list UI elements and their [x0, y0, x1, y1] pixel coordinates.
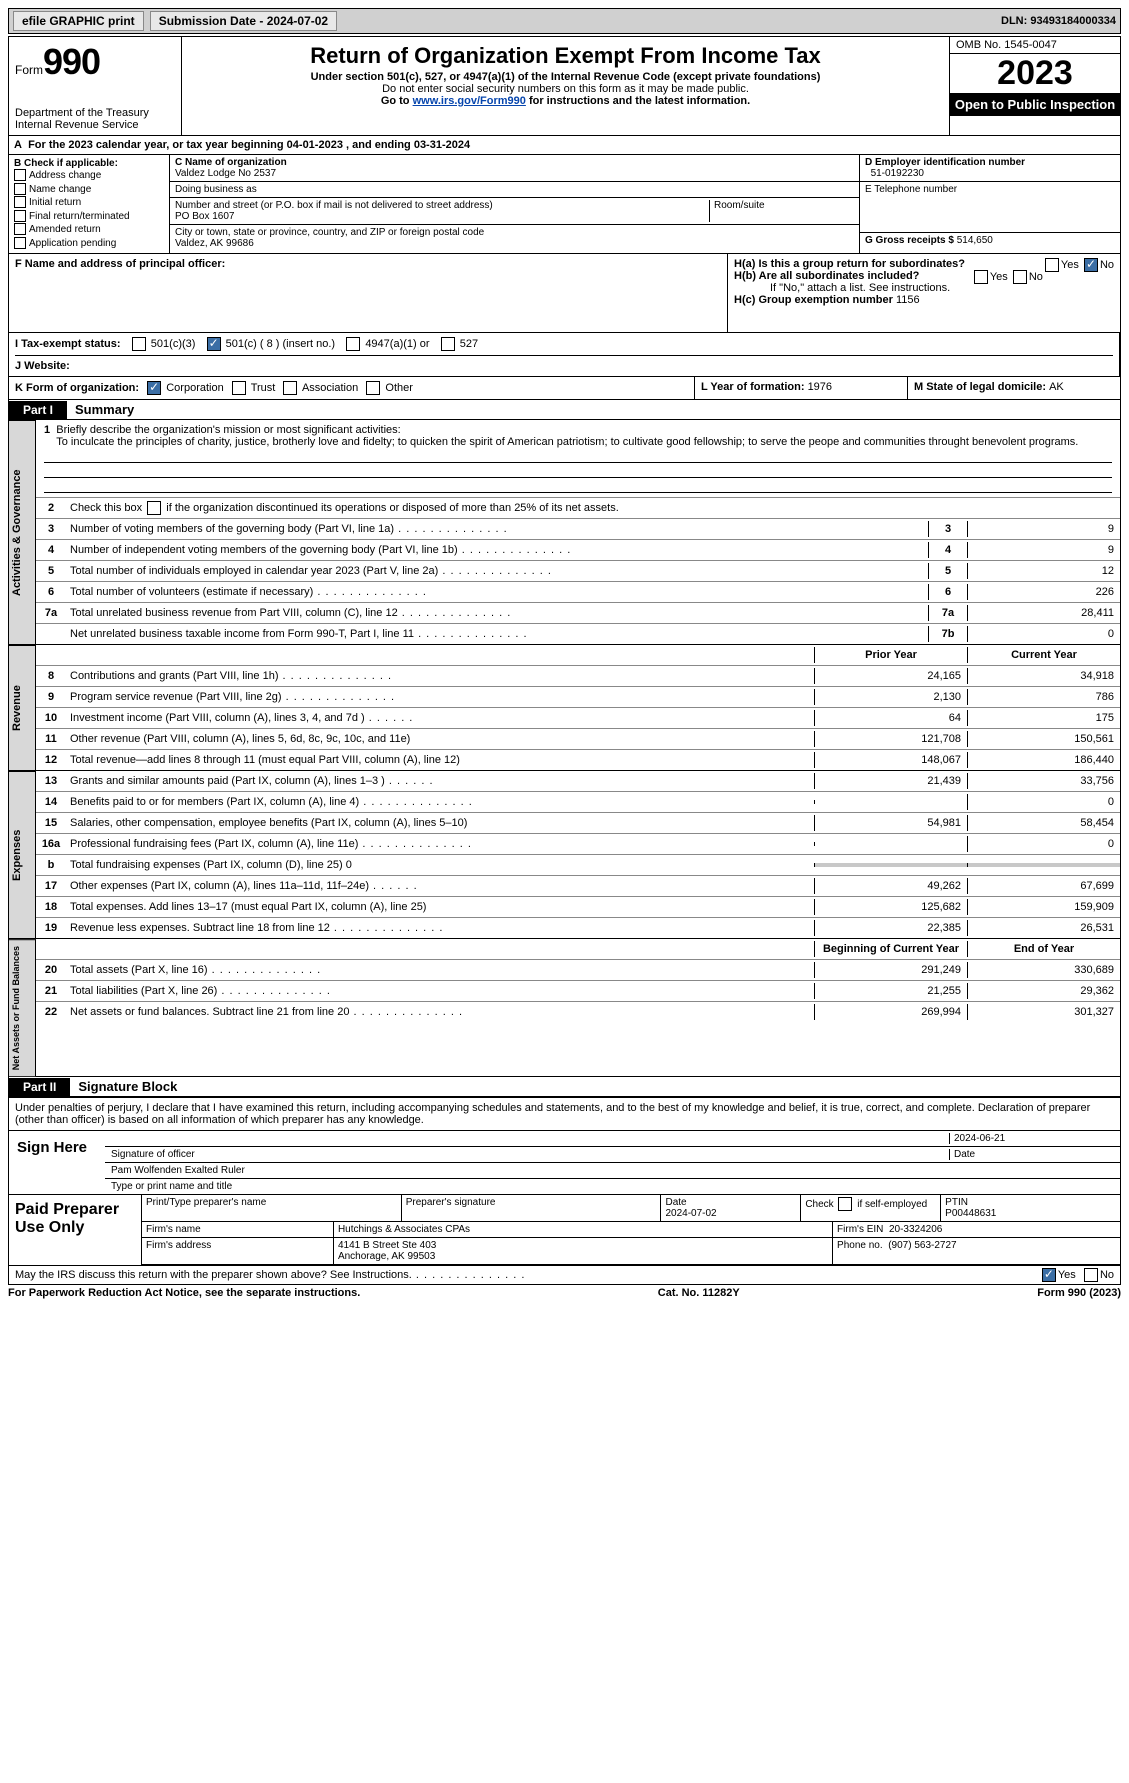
discuss-yes[interactable] — [1042, 1268, 1056, 1282]
open-public-badge: Open to Public Inspection — [950, 93, 1120, 116]
discuss-row: May the IRS discuss this return with the… — [8, 1266, 1121, 1285]
signature-block: Under penalties of perjury, I declare th… — [8, 1097, 1121, 1266]
netassets-section: Net Assets or Fund Balances Beginning of… — [8, 939, 1121, 1077]
paid-preparer: Paid Preparer Use Only Print/Type prepar… — [9, 1195, 1120, 1265]
ha-no-checkbox[interactable] — [1084, 258, 1098, 272]
page-footer: For Paperwork Reduction Act Notice, see … — [8, 1285, 1121, 1301]
org-name: Valdez Lodge No 2537 — [175, 168, 276, 179]
irs-link[interactable]: www.irs.gov/Form990 — [413, 95, 526, 107]
form-title: Return of Organization Exempt From Incom… — [188, 43, 943, 69]
part2-header: Part II Signature Block — [8, 1077, 1121, 1097]
revenue-section: Revenue Prior YearCurrent Year 8Contribu… — [8, 645, 1121, 771]
activities-governance: Activities & Governance 1 Briefly descri… — [8, 420, 1121, 645]
omb-number: OMB No. 1545-0047 — [950, 37, 1120, 54]
officer-name: Pam Wolfenden Exalted Ruler — [111, 1165, 245, 1176]
firm-name: Hutchings & Associates CPAs — [333, 1222, 832, 1238]
topbar: efile GRAPHIC print Submission Date - 20… — [8, 8, 1121, 34]
efile-btn[interactable]: efile GRAPHIC print — [13, 11, 144, 31]
form-header: Form990 Department of the Treasury Inter… — [8, 36, 1121, 136]
line-a: A For the 2023 calendar year, or tax yea… — [8, 136, 1121, 155]
corp-checkbox[interactable] — [147, 381, 161, 395]
dept-label: Department of the Treasury Internal Reve… — [15, 107, 175, 131]
section-ij: I Tax-exempt status: 501(c)(3) 501(c) ( … — [8, 333, 1121, 377]
gross-receipts: 514,650 — [957, 235, 993, 246]
discuss-no[interactable] — [1084, 1268, 1098, 1282]
501c-checkbox[interactable] — [207, 337, 221, 351]
tax-year: 2023 — [950, 54, 1120, 93]
section-bcde: B Check if applicable: Address change Na… — [8, 155, 1121, 254]
section-fh: F Name and address of principal officer:… — [8, 254, 1121, 333]
expenses-section: Expenses 13Grants and similar amounts pa… — [8, 771, 1121, 939]
part1-header: Part I Summary — [8, 400, 1121, 420]
form-number: 990 — [43, 41, 100, 82]
ein: 51-0192230 — [871, 168, 924, 179]
dln: DLN: 93493184000334 — [1001, 15, 1116, 27]
submission-btn[interactable]: Submission Date - 2024-07-02 — [150, 11, 337, 31]
section-klm: K Form of organization: Corporation Trus… — [8, 377, 1121, 400]
